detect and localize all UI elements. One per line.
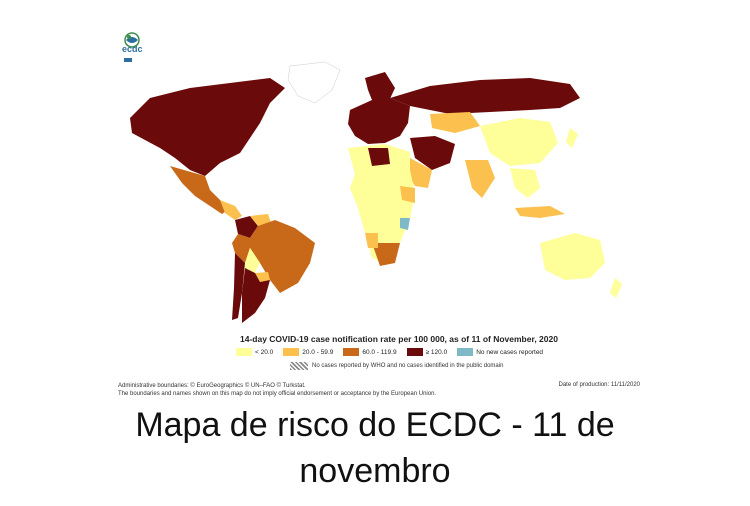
no-data-legend: No cases reported by WHO and no cases id… bbox=[290, 362, 503, 370]
legend-swatch bbox=[236, 348, 252, 356]
ecdc-logo-icon bbox=[124, 32, 140, 62]
region-brazil bbox=[250, 220, 315, 293]
region-ethiopia bbox=[400, 186, 415, 203]
legend-label: 20.0 - 59.9 bbox=[302, 348, 334, 356]
logo-text: ecdc bbox=[122, 44, 143, 54]
legend-item: < 20.0 bbox=[236, 348, 273, 356]
region-greenland bbox=[287, 61, 341, 104]
world-map bbox=[130, 61, 622, 323]
region-indonesia bbox=[515, 206, 565, 218]
region-north-america bbox=[130, 78, 285, 176]
region-argentina bbox=[242, 268, 270, 323]
region-paraguay bbox=[255, 272, 270, 282]
region-central-america bbox=[220, 200, 242, 220]
legend-item: ≥ 120.0 bbox=[406, 348, 448, 356]
region-peru bbox=[232, 234, 250, 263]
region-africa bbox=[350, 170, 415, 263]
legend-label: No new cases reported bbox=[476, 348, 544, 356]
region-arabia bbox=[406, 158, 432, 188]
legend-swatch bbox=[343, 348, 360, 356]
region-southeast-asia bbox=[510, 168, 540, 198]
legend-swatch bbox=[283, 348, 300, 356]
region-tanzania bbox=[400, 218, 410, 230]
legend-title: 14-day COVID-19 case notification rate p… bbox=[240, 334, 558, 344]
region-europe bbox=[348, 98, 410, 144]
region-india bbox=[465, 160, 495, 198]
caption-line-2: novembro bbox=[299, 452, 451, 490]
production-date: Date of production: 11/11/2020 bbox=[558, 382, 640, 388]
legend-label: ≥ 120.0 bbox=[425, 348, 448, 356]
admin-line-1: Administrative boundaries: © EuroGeograp… bbox=[118, 383, 306, 389]
region-mexico bbox=[170, 166, 230, 214]
legend-swatch bbox=[406, 348, 423, 356]
no-data-label: No cases reported by WHO and no cases id… bbox=[312, 363, 504, 369]
region-chile bbox=[232, 253, 245, 320]
region-bolivia bbox=[245, 248, 260, 273]
admin-boundaries-note: Administrative boundaries: © EuroGeograp… bbox=[118, 382, 436, 398]
legend-item: 60.0 - 119.9 bbox=[343, 348, 397, 356]
caption: Mapa de risco do ECDC - 11 de novembro bbox=[0, 402, 750, 494]
legend-item: 20.0 - 59.9 bbox=[283, 348, 333, 356]
region-russia bbox=[390, 78, 580, 114]
region-japan bbox=[566, 128, 578, 148]
region-libya bbox=[368, 148, 390, 166]
legend-label: 60.0 - 119.9 bbox=[362, 348, 397, 356]
region-namibia bbox=[365, 233, 378, 248]
admin-line-2: The boundaries and names shown on this m… bbox=[118, 391, 437, 397]
region-kazakhstan bbox=[430, 112, 480, 133]
region-australia bbox=[540, 233, 605, 280]
region-south-africa bbox=[372, 243, 400, 266]
region-scandinavia bbox=[365, 72, 395, 103]
region-colombia bbox=[235, 216, 258, 238]
region-china bbox=[480, 118, 558, 166]
hatch-swatch bbox=[290, 362, 308, 370]
legend: < 20.0 20.0 - 59.9 60.0 - 119.9 ≥ 120.0 … bbox=[236, 348, 543, 356]
region-middle-east bbox=[410, 136, 455, 170]
legend-item: No new cases reported bbox=[457, 348, 543, 356]
legend-swatch bbox=[457, 348, 474, 356]
caption-line-1: Mapa de risco do ECDC - 11 de bbox=[135, 406, 615, 444]
region-new-zealand bbox=[610, 278, 622, 298]
legend-label: < 20.0 bbox=[255, 348, 274, 356]
map-figure: ecdc bbox=[110, 26, 650, 402]
